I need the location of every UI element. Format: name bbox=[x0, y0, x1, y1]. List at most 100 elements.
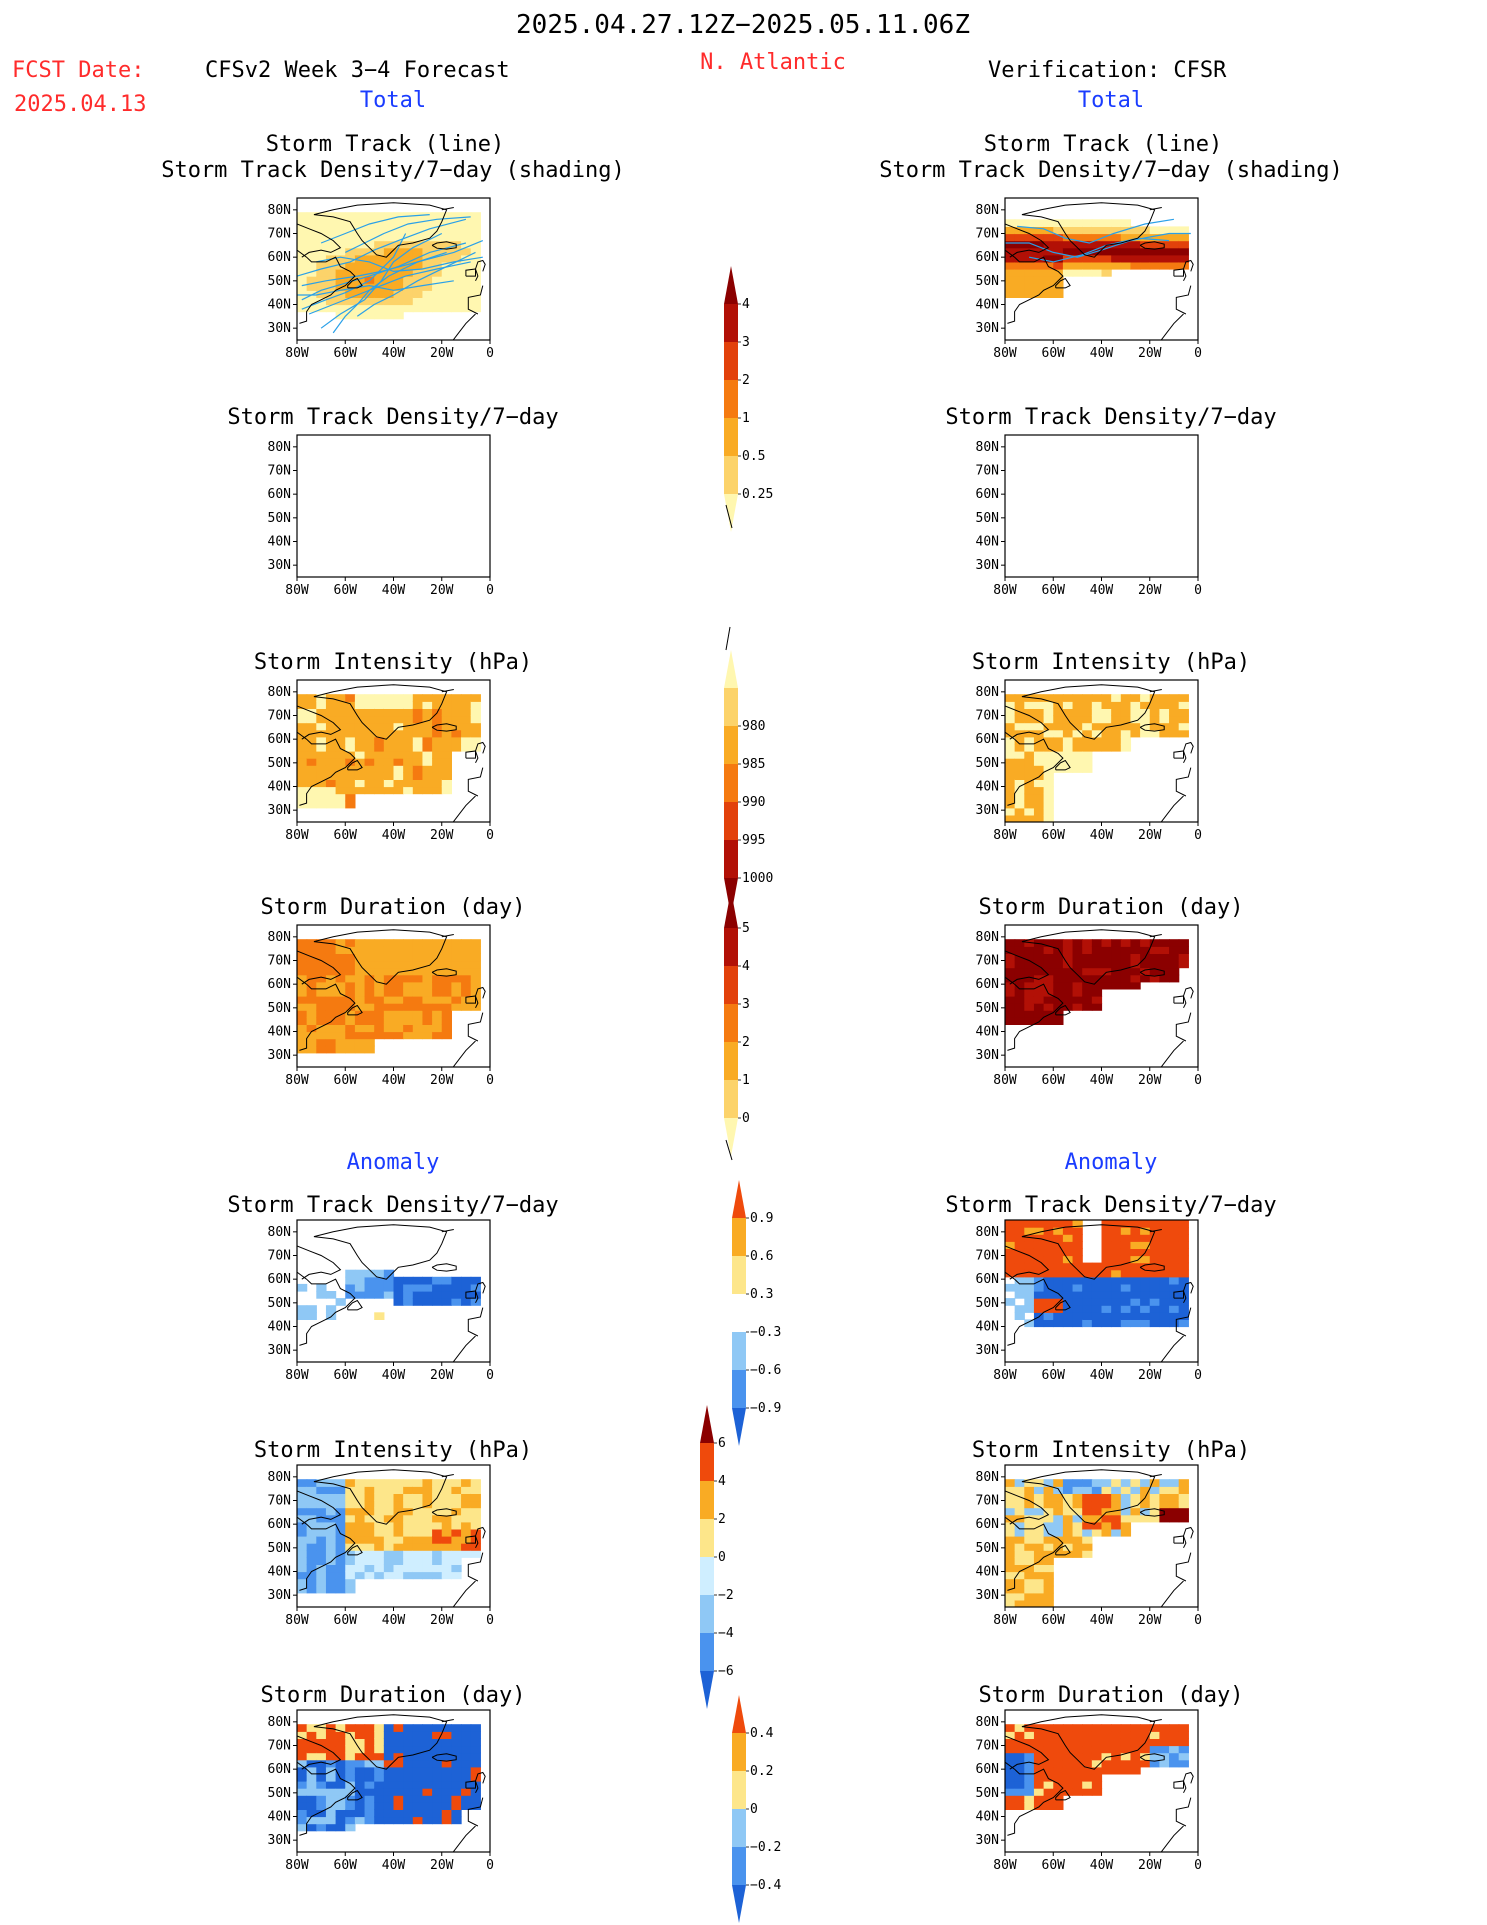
map-cell bbox=[383, 708, 395, 717]
map-cell bbox=[412, 1795, 424, 1803]
lat-tick-label: 50N bbox=[268, 1786, 291, 1801]
map-cell bbox=[316, 449, 326, 457]
map-cell bbox=[1111, 463, 1121, 471]
map-cell bbox=[1072, 1227, 1083, 1235]
map-cell bbox=[335, 1493, 346, 1502]
map-cell bbox=[1121, 478, 1131, 486]
map-cell bbox=[1101, 1241, 1112, 1249]
map-cell bbox=[1033, 261, 1045, 270]
lat-tick-label: 50N bbox=[268, 756, 291, 771]
map-cell bbox=[316, 953, 327, 962]
map-cell bbox=[307, 520, 317, 528]
coastline bbox=[1182, 1526, 1194, 1549]
lon-tick-label: 40W bbox=[382, 1368, 406, 1383]
map-cell bbox=[354, 1024, 366, 1033]
map-cell bbox=[1005, 1571, 1016, 1580]
map-cell bbox=[345, 960, 356, 969]
map-cell bbox=[1149, 1479, 1160, 1487]
map-cell bbox=[1043, 1564, 1054, 1573]
storm-track-line bbox=[356, 251, 476, 317]
map-cell bbox=[384, 492, 394, 500]
map-cell bbox=[413, 527, 423, 535]
map-cell bbox=[451, 729, 462, 738]
map-cell bbox=[1091, 1283, 1103, 1292]
coastline bbox=[1021, 202, 1156, 258]
map-cell bbox=[1072, 1283, 1083, 1292]
map-cell bbox=[1140, 1752, 1151, 1761]
map-cell bbox=[1053, 1738, 1064, 1747]
lon-tick-label: 80W bbox=[993, 583, 1017, 598]
map-cell bbox=[432, 1809, 443, 1818]
map-cell bbox=[422, 1298, 433, 1306]
map-cell bbox=[306, 1312, 317, 1320]
map-cell bbox=[1005, 765, 1016, 773]
map-cell bbox=[441, 1521, 452, 1530]
map-cell bbox=[297, 297, 308, 306]
map-cell bbox=[316, 520, 326, 528]
map-cell bbox=[316, 1521, 327, 1530]
colorbar-label: 985 bbox=[742, 757, 765, 772]
map-cell bbox=[1024, 1276, 1035, 1285]
map-cell bbox=[1043, 261, 1054, 270]
map-cell bbox=[316, 506, 326, 514]
map-cell bbox=[432, 1731, 443, 1739]
map-cell bbox=[374, 953, 385, 962]
map-cell bbox=[1159, 1738, 1170, 1747]
map-cell bbox=[1005, 1795, 1016, 1803]
map-cell bbox=[1082, 722, 1093, 731]
map-cell bbox=[297, 1283, 308, 1292]
lat-tick-label: 70N bbox=[268, 1739, 291, 1754]
lat-tick-label: 30N bbox=[976, 321, 999, 336]
map-cell bbox=[306, 996, 317, 1004]
map-cell bbox=[1140, 1255, 1151, 1264]
map-cell bbox=[1063, 485, 1073, 493]
map-cell bbox=[1082, 1276, 1093, 1285]
map-cell bbox=[345, 520, 355, 528]
map-cell bbox=[412, 1003, 424, 1011]
map-cell bbox=[393, 1557, 404, 1565]
colorbar-segment bbox=[700, 1557, 714, 1595]
map-cell bbox=[306, 1305, 317, 1313]
map-cell bbox=[1053, 736, 1064, 745]
map-cell bbox=[1005, 1766, 1016, 1775]
map-cell bbox=[1120, 247, 1132, 256]
map-cell bbox=[1014, 1507, 1025, 1516]
map-cell bbox=[441, 219, 452, 227]
map-cell bbox=[297, 1731, 308, 1739]
map-cell bbox=[354, 736, 366, 745]
lon-tick-label: 0 bbox=[1194, 1613, 1202, 1628]
map-cell bbox=[412, 765, 424, 773]
map-cell bbox=[1169, 1479, 1180, 1487]
map-cell bbox=[1111, 1493, 1122, 1502]
map-cell bbox=[355, 542, 365, 550]
map-cell bbox=[306, 751, 317, 759]
map-cell bbox=[365, 520, 375, 528]
map-cell bbox=[374, 240, 385, 249]
map-cell bbox=[383, 1788, 395, 1796]
map-cell bbox=[1111, 981, 1122, 990]
lat-tick-label: 60N bbox=[976, 1272, 999, 1287]
map-cell bbox=[1140, 463, 1150, 471]
map-cell bbox=[1159, 974, 1170, 983]
map-cell bbox=[1072, 226, 1083, 235]
map-cell bbox=[1033, 967, 1045, 976]
map-cell bbox=[1120, 736, 1132, 745]
map-cell bbox=[345, 1766, 356, 1775]
map-cell bbox=[1102, 478, 1112, 486]
map-cell bbox=[1082, 1003, 1093, 1011]
map-cell bbox=[470, 1507, 481, 1516]
map-cell bbox=[1024, 456, 1034, 464]
map-cell bbox=[1053, 463, 1063, 471]
map-cell bbox=[470, 247, 481, 256]
map-cell bbox=[1044, 478, 1054, 486]
map-cell bbox=[412, 1528, 424, 1537]
map-cell bbox=[1101, 1248, 1112, 1257]
map-cell bbox=[1130, 1269, 1141, 1278]
map-cell bbox=[470, 261, 481, 270]
map-cell bbox=[441, 960, 452, 969]
map-cell bbox=[316, 1536, 327, 1544]
map-cell bbox=[412, 1276, 424, 1285]
map-cell bbox=[383, 715, 395, 724]
lon-tick-label: 20W bbox=[1138, 1073, 1162, 1088]
